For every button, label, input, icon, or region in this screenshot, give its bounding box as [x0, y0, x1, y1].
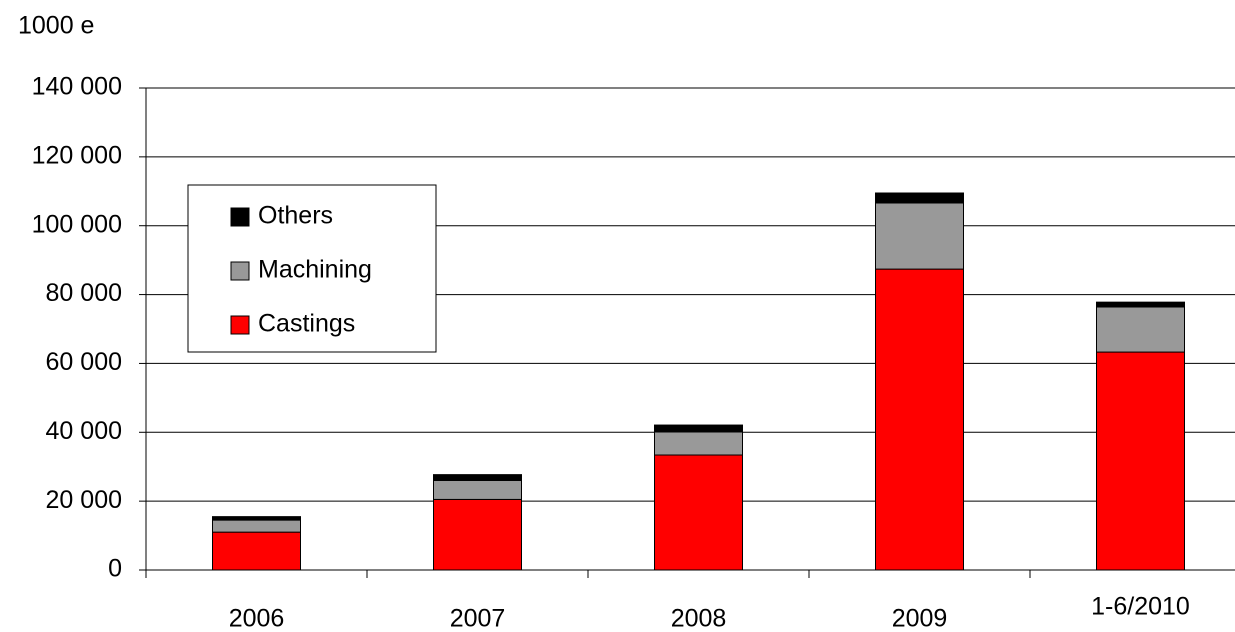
legend-label: Machining [258, 256, 372, 284]
legend-label: Others [258, 202, 333, 230]
legend-swatch [230, 315, 250, 335]
x-tick-label: 2008 [671, 605, 727, 632]
y-tick-label: 80 000 [46, 279, 122, 307]
x-tick-label: 2009 [892, 605, 948, 632]
bar-segment [654, 454, 743, 571]
y-tick-label: 40 000 [46, 417, 122, 445]
bar-segment [212, 516, 301, 521]
bar-segment [433, 479, 522, 500]
bar-segment [212, 519, 301, 533]
legend-box [187, 184, 437, 353]
bar-segment [875, 268, 964, 571]
x-tick-label: 2006 [229, 605, 285, 632]
y-tick-label: 120 000 [32, 141, 122, 169]
bar-segment [1096, 351, 1185, 571]
legend-swatch [230, 207, 250, 227]
y-axis-label: 1000 e [18, 12, 94, 40]
legend-swatch [230, 261, 250, 281]
y-tick-label: 60 000 [46, 348, 122, 376]
bar-segment [433, 498, 522, 571]
y-tick-label: 100 000 [32, 210, 122, 238]
legend-label: Castings [258, 310, 355, 338]
y-tick-label: 20 000 [46, 486, 122, 514]
bar-segment [212, 531, 301, 571]
bar-segment [654, 424, 743, 433]
y-tick-label: 0 [108, 555, 122, 583]
bar-segment [654, 431, 743, 456]
bar-segment [433, 474, 522, 481]
bar-segment [1096, 301, 1185, 308]
x-tick-label: 1-6/2010 [1091, 593, 1190, 621]
x-tick-label: 2007 [450, 605, 506, 632]
y-tick-label: 140 000 [32, 73, 122, 101]
bar-segment [875, 202, 964, 270]
bar-segment [875, 192, 964, 204]
bar-segment [1096, 306, 1185, 353]
